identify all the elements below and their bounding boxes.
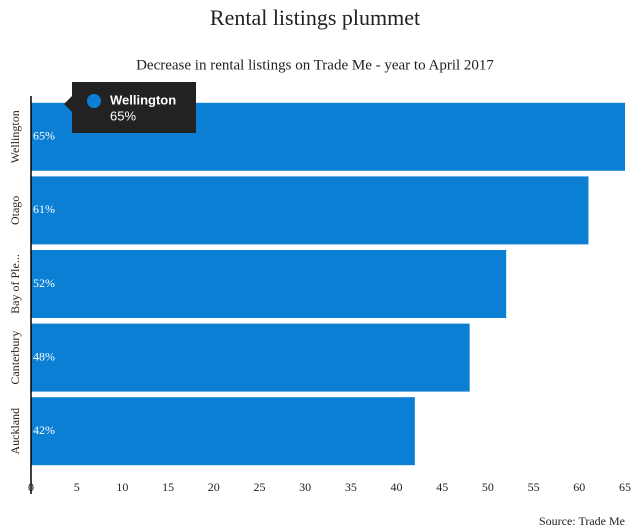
x-tick-label: 65: [619, 480, 631, 494]
y-tick-label: Auckland: [8, 408, 22, 455]
x-tick-label: 35: [345, 480, 357, 494]
data-label: 42%: [33, 423, 55, 437]
bar: [31, 323, 470, 392]
x-tick-label: 25: [253, 480, 265, 494]
chart-subtitle: Decrease in rental listings on Trade Me …: [136, 57, 494, 73]
data-label: 48%: [33, 349, 55, 363]
source: Source: Trade Me: [539, 514, 625, 528]
x-tick-label: 5: [74, 480, 80, 494]
y-tick-label: Otago: [8, 196, 22, 225]
data-label: 61%: [33, 202, 55, 216]
tooltip-name: Wellington: [110, 92, 176, 107]
data-label: 65%: [33, 129, 55, 143]
x-tick-label: 40: [391, 480, 403, 494]
tooltip-dot: [87, 94, 101, 108]
bar: [31, 176, 589, 245]
x-tick-label: 20: [208, 480, 220, 494]
chart-title: Rental listings plummet: [210, 5, 420, 30]
x-tick-label: 50: [482, 480, 494, 494]
data-label: 52%: [33, 276, 55, 290]
tooltip-value: 65%: [110, 108, 136, 123]
x-tick-label: 55: [528, 480, 540, 494]
x-tick-label: 10: [116, 480, 128, 494]
y-tick-label: Bay of Ple...: [8, 254, 22, 314]
bar: [31, 397, 415, 466]
y-tick-label: Wellington: [8, 110, 22, 163]
x-tick-label: 15: [162, 480, 174, 494]
bar: [31, 250, 507, 318]
x-tick-label: 60: [573, 480, 585, 494]
x-tick-label: 45: [436, 480, 448, 494]
y-tick-label: Canterbury: [8, 331, 22, 385]
x-tick-label: 30: [299, 480, 311, 494]
